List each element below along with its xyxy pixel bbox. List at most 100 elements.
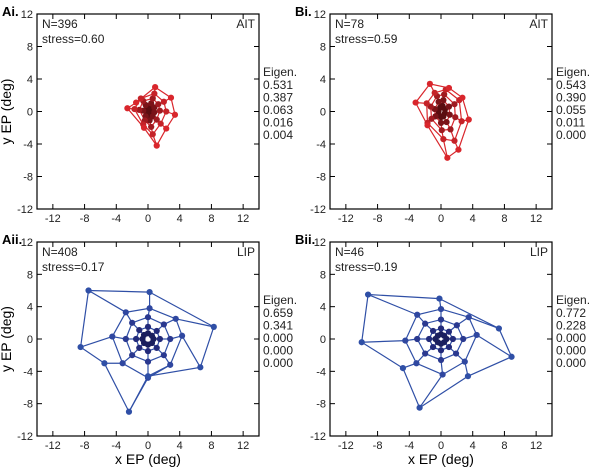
data-point <box>137 95 144 102</box>
data-point <box>455 146 462 153</box>
data-point <box>452 350 460 357</box>
y-tick-label: 12 <box>21 9 33 21</box>
data-point <box>149 131 156 138</box>
x-tick-label: -4 <box>111 213 121 225</box>
data-point <box>167 361 174 368</box>
data-point <box>414 311 421 318</box>
data-point <box>140 124 148 131</box>
data-point <box>144 373 152 380</box>
y-tick-label: -4 <box>23 366 33 378</box>
data-point <box>438 127 445 134</box>
x-axis-label: x EP (deg) <box>408 451 474 467</box>
x-tick-label: 4 <box>470 213 476 225</box>
spoke-segment <box>419 374 444 409</box>
y-tick-label: -12 <box>310 204 326 216</box>
data-point <box>171 111 179 118</box>
spoke-segment <box>442 139 448 158</box>
eigen-value: 0.387 <box>263 91 293 105</box>
data-point <box>157 120 164 127</box>
y-tick-label: 8 <box>27 269 33 281</box>
data-point <box>464 373 472 380</box>
data-point <box>441 91 448 98</box>
eigen-value: 0.000 <box>556 331 586 345</box>
stress-label: stress=0.19 <box>335 260 398 274</box>
y-tick-label: 4 <box>27 302 33 314</box>
data-point <box>446 111 453 118</box>
data-point <box>156 107 163 114</box>
data-point <box>155 101 162 108</box>
data-point <box>146 117 153 124</box>
panel-label: Ai. <box>2 4 19 19</box>
eigen-title: Eigen. <box>556 65 590 79</box>
data-point <box>465 314 472 321</box>
data-point <box>439 371 446 378</box>
eigen-value: 0.543 <box>556 78 586 92</box>
y-tick-label: -4 <box>23 139 33 151</box>
area-label: AIT <box>529 17 548 31</box>
data-point <box>436 295 443 302</box>
data-point <box>429 327 437 335</box>
eigen-value: 0.055 <box>556 103 586 117</box>
data-point <box>136 106 143 113</box>
spoke-segment <box>361 340 406 343</box>
y-tick-label: 8 <box>320 42 326 54</box>
mds-network <box>412 80 472 161</box>
x-tick-label: 0 <box>145 213 151 225</box>
y-tick-label: 4 <box>320 302 326 314</box>
data-point <box>426 335 433 343</box>
spoke-segment <box>181 335 201 368</box>
y-tick-label: 8 <box>320 269 326 281</box>
eigen-title: Eigen. <box>263 293 297 307</box>
data-point <box>163 108 170 115</box>
data-point <box>153 344 160 351</box>
data-point <box>399 365 407 372</box>
eigen-value: 0.000 <box>556 128 586 142</box>
data-point <box>413 360 420 367</box>
x-tick-label: 12 <box>237 213 249 225</box>
data-point <box>131 105 138 113</box>
data-point <box>445 343 453 351</box>
eigen-value: 0.000 <box>263 356 293 370</box>
y-tick-label: -12 <box>17 431 33 443</box>
data-point <box>101 360 108 367</box>
data-point <box>434 332 441 339</box>
data-point <box>445 328 453 335</box>
y-axis-label: y EP (deg) <box>0 306 14 372</box>
data-point <box>437 316 445 323</box>
spoke-segment <box>80 336 113 348</box>
x-tick-label: -4 <box>404 213 414 225</box>
x-axis-label: x EP (deg) <box>115 451 181 467</box>
y-tick-label: 0 <box>27 107 33 119</box>
y-tick-label: 4 <box>320 74 326 86</box>
data-point <box>437 347 445 354</box>
stress-label: stress=0.60 <box>42 32 105 46</box>
eigen-value: 0.063 <box>263 103 293 117</box>
data-point <box>440 97 447 104</box>
data-point <box>437 325 445 332</box>
data-point <box>422 350 429 357</box>
data-point <box>146 305 153 312</box>
data-point <box>151 90 158 97</box>
data-point <box>426 80 433 87</box>
eigen-value: 0.000 <box>556 344 586 358</box>
data-point <box>495 325 502 332</box>
data-point <box>451 101 458 108</box>
data-point <box>429 343 437 351</box>
data-point <box>119 360 126 367</box>
n-label: N=408 <box>42 245 78 259</box>
data-point <box>424 122 431 129</box>
x-tick-label: 8 <box>208 440 214 452</box>
data-point <box>364 291 372 298</box>
data-point <box>414 335 421 343</box>
eigen-value: 0.659 <box>263 306 293 320</box>
data-point <box>144 323 152 330</box>
y-tick-label: -8 <box>316 399 326 411</box>
y-tick-label: -8 <box>23 172 33 184</box>
data-point <box>149 95 156 102</box>
y-tick-label: -4 <box>316 139 326 151</box>
data-point <box>156 335 163 343</box>
y-tick-label: 4 <box>27 74 33 86</box>
mds-network <box>358 291 515 411</box>
stress-label: stress=0.59 <box>335 32 398 46</box>
data-point <box>122 335 129 343</box>
